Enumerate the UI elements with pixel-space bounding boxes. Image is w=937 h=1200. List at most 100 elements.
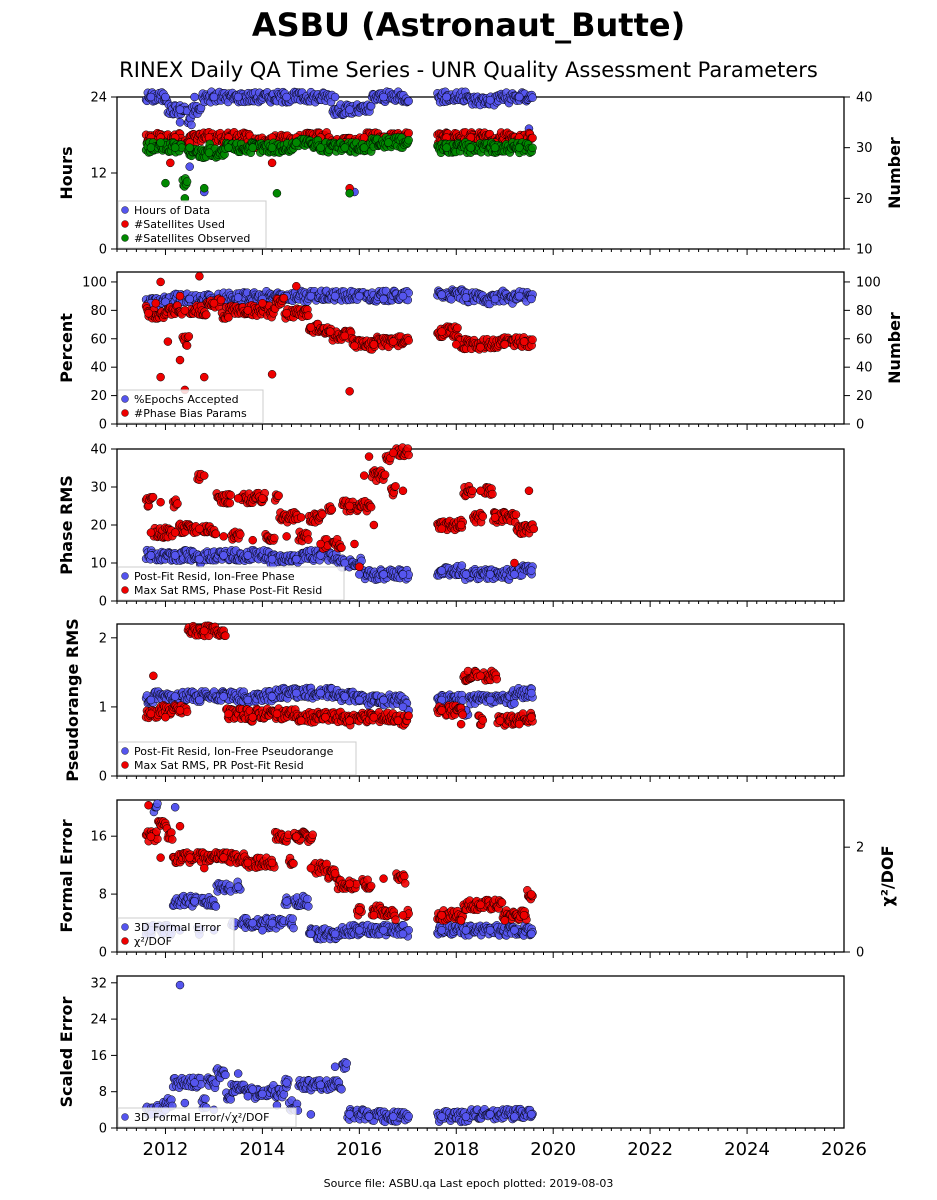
data-point <box>500 340 509 349</box>
data-point <box>510 570 519 579</box>
y2-tick-label: 40 <box>856 91 873 106</box>
y-tick-label: 12 <box>90 167 107 182</box>
data-point <box>437 926 446 935</box>
data-point <box>267 158 277 168</box>
data-point <box>195 272 204 281</box>
data-point <box>316 143 325 152</box>
panel-2: 020406080100Percent020406080100Number%Ep… <box>57 271 904 433</box>
data-point <box>476 343 485 352</box>
legend-marker <box>121 761 129 769</box>
y2-tick-label: 20 <box>856 389 873 404</box>
data-point <box>515 291 524 301</box>
data-point <box>404 128 413 138</box>
y-tick-label: 40 <box>90 443 107 458</box>
data-point <box>340 692 350 701</box>
y2-axis-label: Number <box>885 137 904 209</box>
data-point <box>510 699 519 708</box>
data-point <box>461 570 471 579</box>
data-point <box>248 713 257 722</box>
data-point <box>366 101 376 111</box>
data-point <box>166 158 175 168</box>
data-point <box>528 93 537 102</box>
data-point <box>389 448 398 458</box>
data-point <box>153 799 162 808</box>
data-point <box>182 177 192 186</box>
data-point <box>292 138 301 147</box>
data-point <box>398 291 408 301</box>
data-point <box>490 513 500 522</box>
data-point <box>170 802 180 812</box>
data-point <box>224 313 233 322</box>
data-point <box>185 294 194 304</box>
data-point <box>355 291 364 301</box>
data-point <box>149 671 158 681</box>
data-point <box>456 520 466 530</box>
data-point <box>272 189 282 198</box>
data-point <box>184 332 194 341</box>
data-point <box>146 709 156 719</box>
data-point <box>437 327 446 336</box>
data-point <box>180 306 190 315</box>
data-point <box>289 923 298 933</box>
legend-label: #Phase Bias Params <box>134 407 247 420</box>
y-tick-label: 2 <box>99 631 107 646</box>
data-point <box>327 505 337 514</box>
data-point <box>369 340 379 349</box>
data-point <box>170 692 180 701</box>
data-point <box>527 713 536 722</box>
y-axis-label: Formal Error <box>57 819 76 932</box>
data-point <box>495 716 505 725</box>
data-point <box>199 626 209 636</box>
data-point <box>524 486 534 496</box>
data-point <box>355 562 364 572</box>
data-point <box>478 716 488 725</box>
data-point <box>292 281 301 291</box>
data-point <box>202 310 211 319</box>
data-point <box>204 148 214 157</box>
y-tick-label: 0 <box>99 595 107 610</box>
data-point <box>404 135 413 145</box>
data-point <box>292 688 301 698</box>
y2-tick-label: 0 <box>856 946 864 961</box>
y-axis-label: Hours <box>57 146 76 199</box>
data-point <box>225 498 235 508</box>
data-point <box>490 143 500 152</box>
data-point <box>515 719 524 729</box>
y-tick-label: 0 <box>99 243 107 258</box>
data-point <box>529 524 539 534</box>
data-point <box>267 918 277 928</box>
data-point <box>221 631 230 641</box>
data-point <box>219 532 228 541</box>
data-point <box>190 897 199 906</box>
data-point <box>345 387 354 396</box>
y-tick-label: 10 <box>90 557 107 572</box>
y2-tick-label: 80 <box>856 304 873 319</box>
y-tick-label: 20 <box>90 389 107 404</box>
data-point <box>219 551 228 560</box>
legend-label: %Epochs Accepted <box>134 393 239 406</box>
data-point <box>219 692 228 701</box>
y-tick-label: 16 <box>90 830 107 845</box>
data-point <box>296 513 306 522</box>
data-point <box>510 926 519 935</box>
data-point <box>304 535 313 544</box>
data-point <box>404 450 413 460</box>
data-point <box>485 926 495 935</box>
data-point <box>442 92 451 102</box>
data-point <box>161 178 170 188</box>
data-point <box>380 470 390 479</box>
data-point <box>170 143 180 152</box>
data-point <box>185 143 194 152</box>
data-point <box>182 707 192 717</box>
data-point <box>148 492 158 502</box>
y2-tick-label: 2 <box>856 841 864 856</box>
legend-marker <box>121 586 129 594</box>
data-point <box>527 566 536 575</box>
data-point <box>243 306 253 315</box>
data-point <box>199 183 209 193</box>
data-point <box>326 327 335 336</box>
data-point <box>156 138 165 147</box>
